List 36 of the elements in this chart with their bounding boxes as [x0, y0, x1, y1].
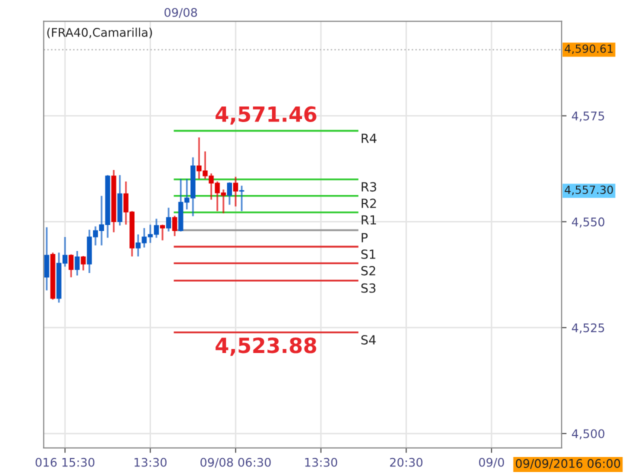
text: 4,557.30	[564, 186, 613, 196]
text: 09/09/2016 06:00	[516, 459, 620, 469]
annotation: 4,523.88	[216, 337, 316, 356]
series-label: S3	[361, 283, 376, 293]
series-label: R2	[362, 198, 376, 208]
series-label: R1	[362, 215, 376, 224]
candlestick	[160, 224, 165, 240]
candlestick	[44, 227, 50, 290]
candlestick	[233, 176, 238, 206]
candlestick	[68, 254, 74, 278]
x-tick-label: 13:30	[134, 458, 167, 467]
series-label: S1	[361, 249, 376, 259]
candlestick	[239, 186, 244, 212]
ref-line-label: 4,590.61	[564, 44, 613, 54]
annotation: 4,571.46	[216, 106, 316, 125]
candlestick	[172, 216, 178, 236]
x-tick-label: 016 15:30	[36, 458, 94, 467]
candlestick	[80, 256, 86, 270]
candlestick	[74, 250, 80, 276]
y-tick-label: 4,550	[572, 217, 604, 228]
chart-title: (FRA40,Camarilla)	[47, 28, 152, 38]
x-tick-label: 09/0	[479, 458, 504, 468]
x-tick-label: 20:30	[390, 458, 422, 467]
y-tick-label: 4,575	[572, 112, 604, 122]
series-label: R4	[362, 134, 376, 143]
candlestick	[166, 208, 172, 232]
series-label: P	[362, 233, 368, 242]
candlestick	[227, 182, 232, 205]
x-tick-label: 09/08 06:30	[200, 458, 271, 468]
text: 09/08	[164, 8, 197, 18]
y-tick-label: 4,525	[572, 323, 604, 334]
x-tick-label: 13:30	[305, 458, 338, 467]
series-label: S2	[361, 266, 376, 276]
y-tick-label: 4,500	[572, 429, 604, 440]
series-label: R3	[362, 182, 376, 192]
series-label: S4	[361, 335, 376, 345]
